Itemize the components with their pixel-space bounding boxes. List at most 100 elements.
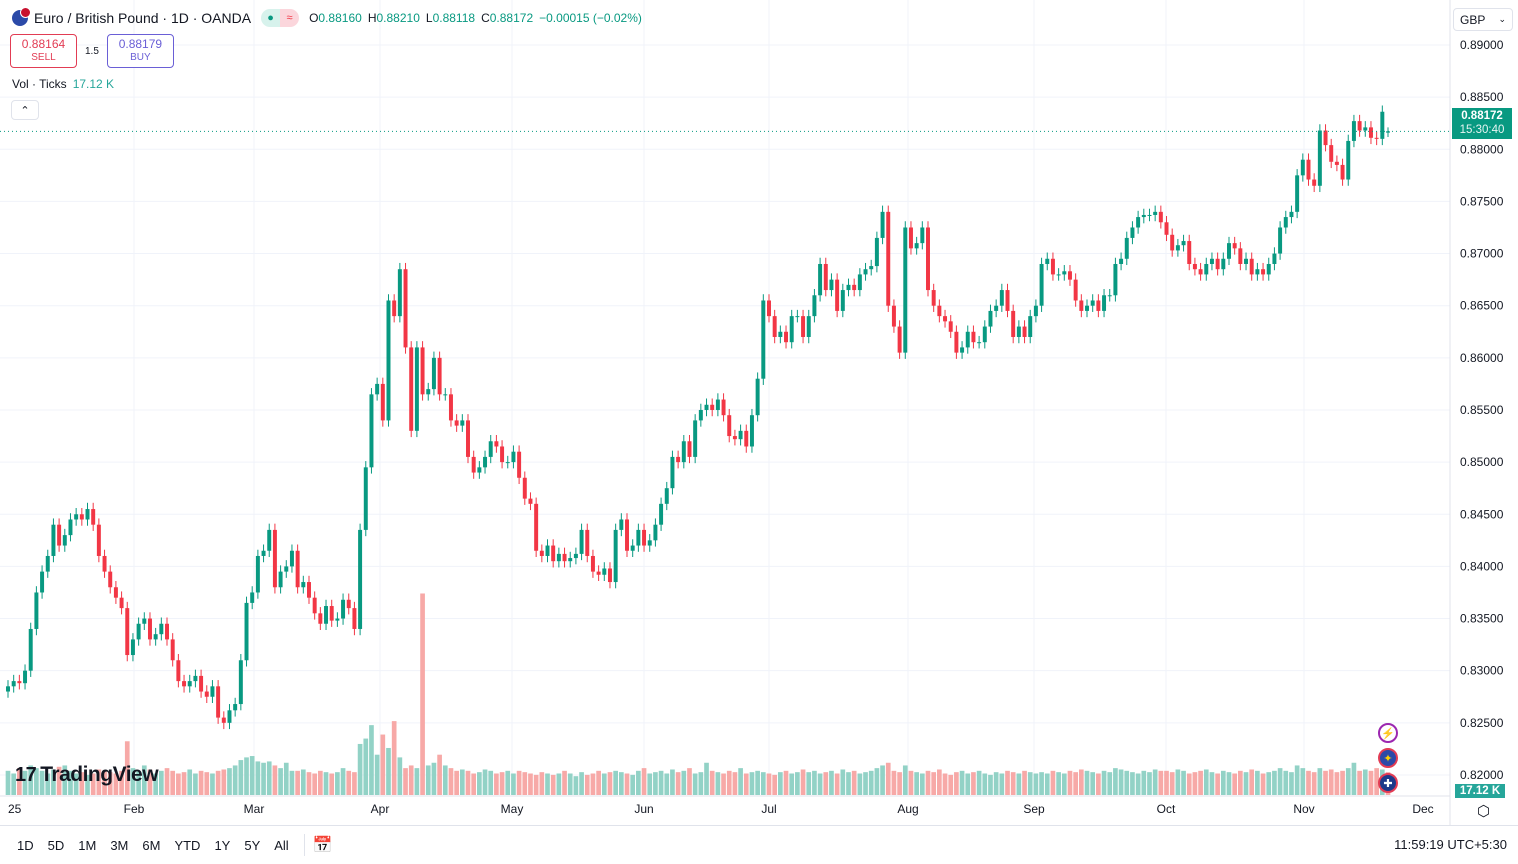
volume-bar bbox=[170, 770, 176, 795]
range-1d[interactable]: 1D bbox=[17, 837, 34, 853]
candle bbox=[301, 575, 306, 594]
candle-body bbox=[1090, 300, 1095, 306]
candle-body bbox=[767, 300, 771, 317]
candle-body bbox=[1249, 258, 1254, 275]
volume-bar bbox=[1283, 770, 1289, 795]
volume-bar bbox=[17, 768, 22, 795]
candle bbox=[1005, 283, 1010, 318]
buy-button[interactable]: 0.88179 BUY bbox=[106, 34, 174, 68]
clock[interactable]: 11:59:19 UTC+5:30 bbox=[1394, 837, 1507, 852]
uk-flag-event-icon[interactable]: ✚ bbox=[1378, 773, 1398, 793]
status-pill[interactable]: ● ≈ bbox=[261, 9, 300, 27]
range-6m[interactable]: 6M bbox=[142, 837, 161, 853]
candle-body bbox=[653, 524, 658, 541]
candle bbox=[1067, 265, 1072, 286]
candle-body bbox=[23, 670, 28, 684]
candle bbox=[1073, 273, 1078, 307]
candle-body bbox=[681, 441, 686, 463]
candle bbox=[869, 259, 874, 276]
candle bbox=[261, 544, 266, 563]
volume-bar bbox=[1340, 770, 1345, 795]
candle-body bbox=[352, 608, 357, 629]
candle-body bbox=[579, 529, 584, 554]
volume-bar bbox=[812, 770, 817, 795]
volume-bar bbox=[885, 762, 891, 795]
candle bbox=[761, 294, 766, 385]
range-1m[interactable]: 1M bbox=[78, 837, 97, 853]
candle bbox=[670, 450, 675, 495]
candle bbox=[1351, 114, 1356, 148]
volume-bar bbox=[630, 774, 636, 795]
volume-bar bbox=[1198, 770, 1203, 795]
candle-body bbox=[1164, 222, 1169, 235]
candle bbox=[1164, 216, 1169, 242]
candle bbox=[170, 633, 175, 667]
candle bbox=[125, 601, 130, 662]
candle-body bbox=[437, 357, 442, 395]
candle bbox=[182, 674, 187, 693]
candle bbox=[676, 450, 681, 469]
candle-body bbox=[11, 681, 16, 687]
candle bbox=[176, 653, 181, 688]
candle-body bbox=[1386, 131, 1390, 133]
candle-body bbox=[948, 321, 953, 332]
tradingview-logo[interactable]: 17 TradingView bbox=[15, 763, 159, 786]
range-5y[interactable]: 5Y bbox=[244, 837, 261, 853]
volume-bar bbox=[1181, 770, 1186, 795]
volume-bar bbox=[590, 773, 596, 795]
volume-bar bbox=[562, 770, 567, 795]
candle bbox=[187, 674, 192, 693]
candle-body bbox=[1351, 121, 1356, 141]
candle bbox=[238, 653, 243, 711]
candle bbox=[664, 481, 669, 511]
candle bbox=[829, 273, 834, 297]
volume-bar bbox=[454, 770, 459, 795]
chart-settings-icon[interactable]: ⬡ bbox=[1477, 803, 1491, 820]
collapse-legend-button[interactable]: ⌃ bbox=[11, 100, 39, 120]
price-chart[interactable]: 0.89000 0.88500 0.88000 0.87500 0.87000 0.865… bbox=[0, 0, 1518, 825]
candle bbox=[642, 523, 647, 552]
volume-bar bbox=[840, 769, 846, 795]
candle-body bbox=[1096, 300, 1101, 311]
volume-bar bbox=[1289, 772, 1294, 795]
candle bbox=[431, 351, 436, 396]
range-all[interactable]: All bbox=[274, 837, 289, 853]
candle bbox=[1300, 153, 1305, 182]
volume-bar bbox=[1277, 768, 1283, 795]
lightning-event-icon[interactable]: ⚡ bbox=[1378, 723, 1398, 743]
range-5d[interactable]: 5D bbox=[47, 837, 65, 853]
volume-bar bbox=[1090, 772, 1096, 795]
sell-button[interactable]: 0.88164 SELL bbox=[10, 34, 77, 68]
last-volume-label: 17.12 K bbox=[1455, 784, 1505, 798]
volume-bar bbox=[670, 769, 675, 795]
candle-body bbox=[403, 269, 408, 348]
candle bbox=[687, 435, 692, 464]
eu-flag-event-icon[interactable]: ✦ bbox=[1378, 748, 1398, 768]
candle bbox=[585, 523, 590, 563]
volume-bar bbox=[1124, 770, 1130, 795]
candle bbox=[1357, 114, 1362, 137]
volume-bar bbox=[420, 593, 425, 795]
currency-selector[interactable]: GBP ⌄ bbox=[1453, 8, 1513, 31]
range-3m[interactable]: 3M bbox=[110, 837, 129, 853]
candle-body bbox=[318, 613, 323, 624]
candle bbox=[812, 289, 817, 323]
volume-bar bbox=[340, 768, 346, 795]
volume-bar bbox=[1039, 772, 1044, 795]
go-to-date-icon[interactable]: 📅 bbox=[312, 837, 333, 854]
candle-body bbox=[1261, 269, 1266, 275]
symbol-title[interactable]: Euro / British Pound · 1D · OANDA bbox=[34, 10, 252, 26]
y-tick-label: 0.87000 bbox=[1460, 247, 1504, 261]
volume-bar bbox=[863, 772, 868, 795]
range-ytd[interactable]: YTD bbox=[174, 837, 201, 853]
candle bbox=[1011, 304, 1016, 344]
x-tick-label: Feb bbox=[124, 802, 145, 816]
candle-body bbox=[477, 467, 482, 473]
candle-body bbox=[1175, 245, 1180, 251]
volume-bar bbox=[511, 773, 516, 795]
candle bbox=[318, 607, 323, 631]
candle-body bbox=[136, 623, 141, 640]
range-1y[interactable]: 1Y bbox=[214, 837, 231, 853]
candle-body bbox=[1073, 279, 1078, 301]
candle-body bbox=[943, 316, 948, 322]
